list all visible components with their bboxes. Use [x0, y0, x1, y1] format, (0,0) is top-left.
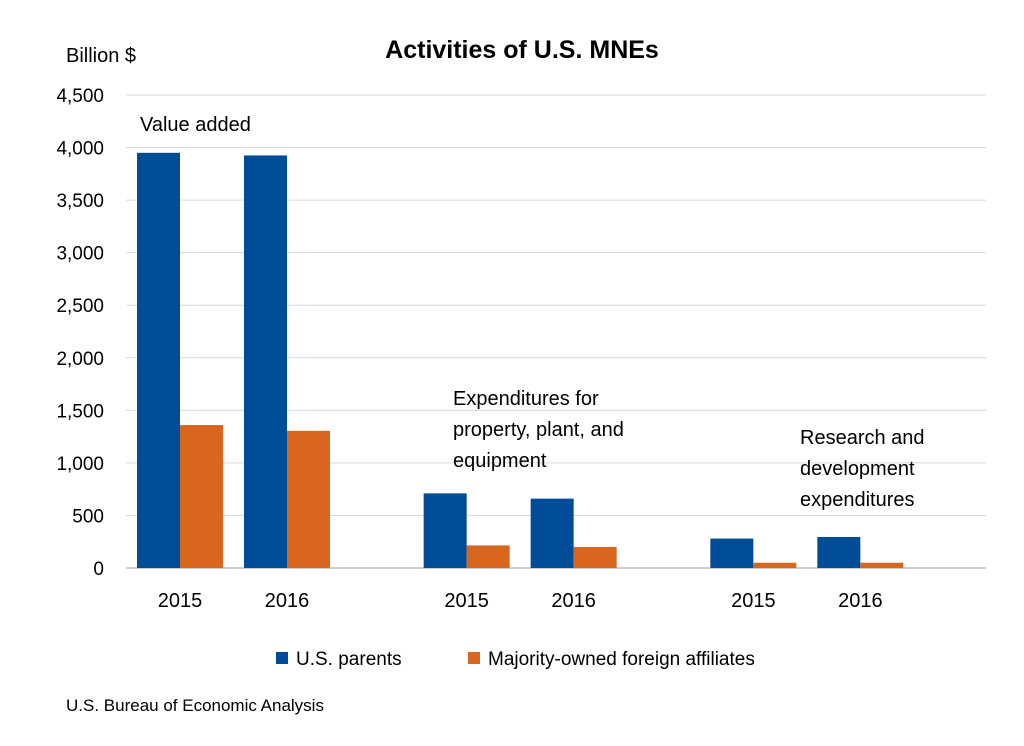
bar-foreign-affiliates	[573, 546, 617, 568]
x-category-label: 2016	[551, 590, 596, 612]
bar-us-parents	[137, 152, 180, 569]
x-axis-category-labels: 2015 2016 2015 2016 2015 2016	[158, 590, 883, 612]
bar-us-parents	[423, 493, 467, 568]
x-category-label: 2015	[158, 590, 203, 612]
source-note: U.S. Bureau of Economic Analysis	[66, 696, 324, 715]
y-tick-label: 0	[93, 559, 104, 580]
y-tick-label: 2,500	[56, 296, 104, 317]
bar-foreign-affiliates	[466, 545, 510, 568]
y-tick-label: 3,000	[56, 244, 104, 265]
group-label: development	[800, 458, 915, 480]
y-tick-label: 1,500	[56, 401, 104, 422]
bar-foreign-affiliates	[180, 425, 223, 568]
group-label: equipment	[453, 450, 547, 472]
bar-foreign-affiliates	[860, 562, 904, 568]
bars	[137, 152, 904, 569]
bar-foreign-affiliates	[287, 430, 330, 568]
legend-label: U.S. parents	[296, 649, 402, 670]
group-label: property, plant, and	[453, 419, 624, 441]
x-category-label: 2016	[265, 590, 310, 612]
y-axis-ticks: 0 500 1,000 1,500 2,000 2,500 3,000 3,500 4,000 4…	[56, 86, 104, 580]
bar-us-parents	[244, 155, 287, 568]
x-category-label: 2015	[444, 590, 489, 612]
legend-label: Majority-owned foreign affiliates	[488, 649, 755, 670]
x-category-label: 2016	[838, 590, 883, 612]
y-tick-label: 4,000	[56, 139, 104, 160]
y-tick-label: 2,000	[56, 349, 104, 370]
y-tick-label: 1,000	[56, 454, 104, 475]
group-label: Expenditures for	[453, 388, 599, 410]
x-category-label: 2015	[731, 590, 776, 612]
group-label: Research and	[800, 427, 925, 449]
y-tick-label: 3,500	[56, 191, 104, 212]
group-label: expenditures	[800, 489, 915, 511]
chart-title: Activities of U.S. MNEs	[385, 36, 659, 64]
bar-us-parents	[530, 498, 574, 568]
legend-swatch	[276, 652, 288, 664]
legend-swatch	[468, 652, 480, 664]
group-label: Value added	[140, 114, 251, 136]
bar-us-parents	[710, 538, 754, 568]
y-tick-label: 4,500	[56, 86, 104, 107]
y-tick-label: 500	[72, 506, 104, 527]
y-axis-label: Billion $	[66, 45, 136, 67]
bar-foreign-affiliates	[753, 562, 797, 568]
bar-us-parents	[817, 536, 861, 568]
group-labels: Value added Expenditures for property, pla…	[140, 114, 925, 511]
legend: U.S. parents Majority-owned foreign affil…	[276, 649, 755, 670]
